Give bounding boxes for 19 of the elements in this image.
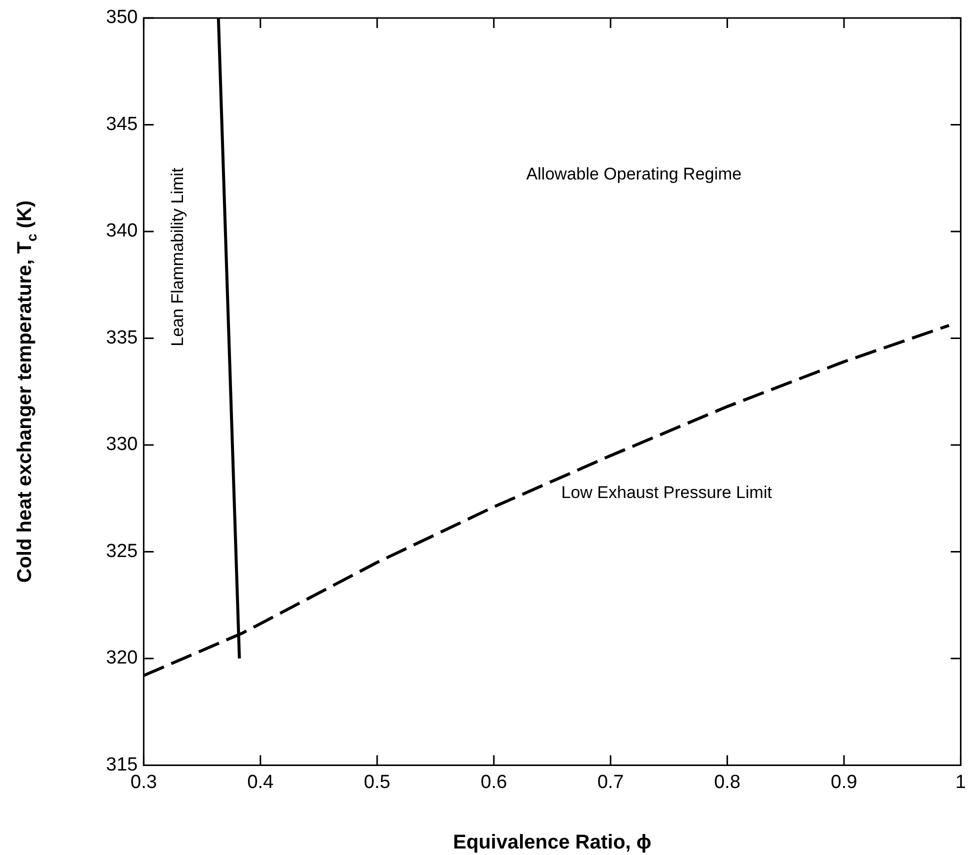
x-tick-label: 0.8 [714,772,740,793]
x-axis-title: Equivalence Ratio, ϕ [453,832,652,854]
x-tick-label: 1 [955,772,966,793]
x-tick-label: 0.7 [597,772,624,793]
text: Lean Flammability Limit [168,168,187,346]
y-tick-label: 330 [106,434,138,456]
y-tick-label: 350 [106,7,138,28]
annotation: Allowable Operating Regime [526,164,742,184]
x-tick-label: 0.5 [364,772,390,793]
series-label: Low Exhaust Pressure Limit [561,482,772,502]
x-tick-label: 0.6 [480,772,508,793]
y-tick-label: 345 [106,114,138,135]
y-tick-label: 325 [106,540,138,562]
y-tick-label: 335 [106,327,138,348]
y-tick-label: 340 [106,220,138,242]
y-axis-title: Cold heat exchanger temperature, Tc (K) [14,200,40,583]
x-tick-label: 0.4 [247,772,274,793]
y-tick-label: 320 [106,648,138,669]
x-tick-label: 0.9 [830,772,858,793]
